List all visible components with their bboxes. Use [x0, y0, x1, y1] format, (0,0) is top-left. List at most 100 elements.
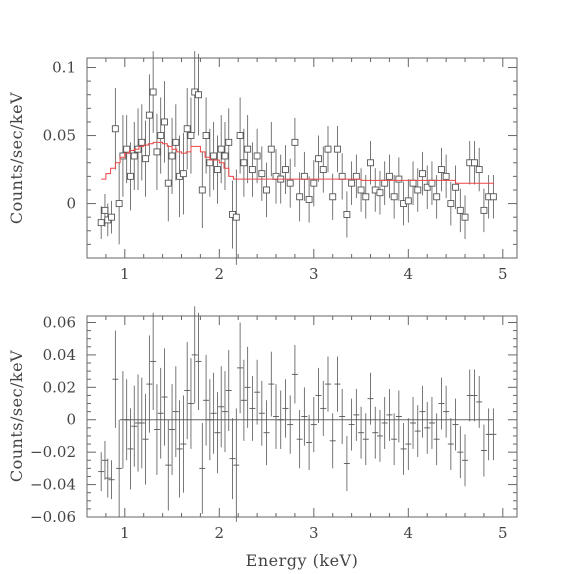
data-point: [263, 162, 271, 218]
point-marker: [217, 145, 225, 153]
point-marker: [409, 179, 417, 187]
data-point: [391, 413, 398, 466]
data-point: [419, 151, 426, 196]
point-marker: [149, 88, 157, 96]
data-point: [130, 121, 138, 190]
point-marker: [319, 166, 327, 174]
data-point: [358, 406, 365, 459]
data-point: [164, 145, 172, 222]
data-point: [372, 406, 379, 459]
point-marker: [145, 111, 153, 119]
point-marker: [123, 145, 131, 153]
data-point: [414, 168, 422, 212]
data-point: [306, 414, 313, 470]
point-marker: [423, 183, 431, 191]
data-point: [362, 413, 369, 466]
data-point: [433, 413, 440, 466]
point-marker: [471, 159, 478, 167]
y-tick-label: 0.02: [43, 378, 76, 396]
data-point: [457, 426, 464, 479]
point-marker: [348, 179, 356, 187]
data-point: [343, 191, 351, 238]
data-point: [324, 356, 331, 412]
point-marker: [187, 132, 195, 140]
data-point: [291, 345, 298, 404]
data-point: [462, 434, 469, 487]
x-tick-label: 3: [309, 265, 319, 283]
point-marker: [153, 148, 161, 156]
data-point: [149, 51, 157, 133]
point-marker: [404, 197, 412, 205]
plot-frame: [86, 57, 518, 259]
spectrum-panel: 0 0.05 0.1 1 2 3 4 5 Counts/sec/keV: [7, 51, 518, 283]
y-tick-label: 0.05: [43, 127, 76, 145]
point-marker: [452, 183, 460, 191]
data-point: [210, 121, 218, 190]
data-point: [127, 142, 134, 211]
data-point: [161, 348, 168, 446]
data-point: [169, 384, 176, 475]
point-marker: [310, 179, 318, 187]
y-tick-label: −0.04: [30, 476, 76, 494]
data-point: [145, 74, 153, 156]
point-marker: [352, 172, 360, 180]
data-point: [386, 388, 393, 441]
x-tick-label: 2: [215, 265, 225, 283]
x-tick-label: 2: [215, 524, 225, 542]
data-point: [381, 161, 389, 205]
data-point: [324, 126, 332, 173]
data-point: [376, 170, 384, 215]
point-marker: [324, 145, 332, 153]
data-point: [282, 379, 289, 438]
point-marker: [161, 118, 168, 126]
point-marker: [385, 172, 393, 180]
data-point: [476, 375, 483, 428]
point-marker: [202, 132, 210, 140]
data-point: [176, 400, 183, 498]
point-marker: [267, 145, 275, 153]
data-point: [165, 419, 172, 511]
data-point: [310, 397, 317, 453]
data-point: [206, 379, 213, 461]
data-point: [217, 115, 225, 184]
data-point: [424, 401, 431, 454]
data-point: [184, 341, 191, 440]
point-marker: [381, 179, 389, 187]
data-point: [410, 397, 417, 449]
point-marker: [258, 170, 266, 178]
data-point: [419, 385, 426, 438]
data-point: [490, 408, 497, 461]
data-point: [367, 140, 374, 185]
axis-ticks: [87, 316, 517, 518]
y-tick-label: 0: [66, 195, 76, 213]
data-point: [168, 117, 176, 195]
point-marker: [119, 152, 127, 160]
data-point: [112, 330, 119, 428]
data-point: [475, 147, 483, 192]
data-point: [108, 200, 116, 234]
data-point: [329, 413, 336, 469]
data-point: [367, 372, 374, 425]
data-point: [405, 418, 412, 470]
data-point: [254, 359, 261, 425]
data-point: [456, 188, 464, 233]
x-tick-label: 4: [404, 524, 414, 542]
point-marker: [461, 213, 469, 221]
data-point: [428, 397, 435, 449]
data-point: [210, 372, 217, 454]
data-point: [153, 113, 161, 190]
data-point: [339, 388, 346, 445]
point-marker: [138, 138, 146, 146]
data-point: [150, 312, 157, 411]
point-marker: [419, 170, 426, 178]
data-point: [153, 384, 160, 475]
point-marker: [210, 152, 218, 160]
point-marker: [195, 91, 202, 99]
data-point: [258, 146, 266, 201]
data-point: [319, 146, 327, 193]
data-point: [489, 175, 497, 219]
y-tick-label: 0.04: [43, 346, 76, 364]
point-marker: [263, 186, 271, 194]
data-point: [142, 393, 149, 485]
